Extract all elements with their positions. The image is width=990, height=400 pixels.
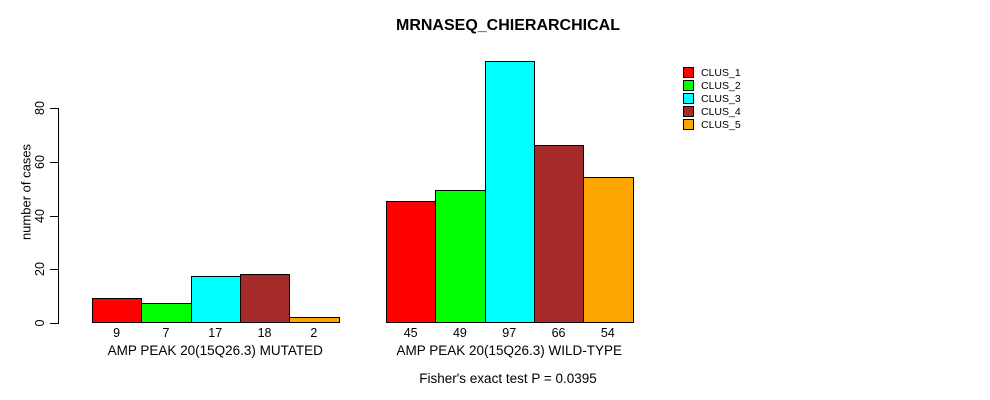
x-category-label: AMP PEAK 20(15Q26.3) WILD-TYPE xyxy=(396,343,623,358)
x-category-label: AMP PEAK 20(15Q26.3) MUTATED xyxy=(107,343,323,358)
legend-label: CLUS_3 xyxy=(701,92,741,105)
bar-clus_5-group2 xyxy=(583,177,634,323)
legend-swatch-icon xyxy=(683,93,694,104)
bar-value-label: 49 xyxy=(452,326,467,340)
bar-clus_4-group1 xyxy=(240,274,290,323)
legend: CLUS_1 CLUS_2 CLUS_3 CLUS_4 CLUS_5 xyxy=(683,66,741,131)
bar-value-label: 54 xyxy=(600,326,615,340)
bar-clus_2-group1 xyxy=(141,303,192,323)
y-axis-tick-label: 80 xyxy=(33,101,47,115)
y-axis-tick-label: 40 xyxy=(33,209,47,223)
y-axis-tick xyxy=(50,323,58,324)
bar-clus_2-group2 xyxy=(435,190,486,323)
bar-value-label: 17 xyxy=(208,326,223,340)
y-axis-tick xyxy=(50,216,58,217)
bar-value-label: 7 xyxy=(162,326,170,340)
legend-swatch-icon xyxy=(683,106,694,117)
legend-item-clus_4: CLUS_4 xyxy=(683,105,741,118)
y-axis-tick-label: 20 xyxy=(33,262,47,276)
legend-swatch-icon xyxy=(683,119,694,130)
chart-title: MRNASEQ_CHIERARCHICAL xyxy=(395,17,620,34)
y-axis-tick xyxy=(50,269,58,270)
y-axis-tick-label: 60 xyxy=(33,155,47,169)
bar-value-label: 97 xyxy=(502,326,517,340)
y-axis-tick xyxy=(50,108,58,109)
bar-clus_4-group2 xyxy=(534,145,584,323)
bar-value-label: 18 xyxy=(257,326,272,340)
bar-clus_3-group1 xyxy=(191,276,241,323)
bar-clus_5-group1 xyxy=(289,317,340,323)
legend-item-clus_3: CLUS_3 xyxy=(683,92,741,105)
bar-value-label: 9 xyxy=(113,326,121,340)
legend-item-clus_1: CLUS_1 xyxy=(683,66,741,79)
legend-swatch-icon xyxy=(683,80,694,91)
legend-label: CLUS_4 xyxy=(701,105,741,118)
legend-item-clus_2: CLUS_2 xyxy=(683,79,741,92)
annotation-text: Fisher's exact test P = 0.0395 xyxy=(419,371,597,386)
y-axis-line xyxy=(58,108,59,324)
bar-value-label: 66 xyxy=(551,326,566,340)
bar-clus_3-group2 xyxy=(485,61,535,323)
bar-clus_1-group2 xyxy=(386,201,436,323)
bar-value-label: 45 xyxy=(403,326,418,340)
legend-label: CLUS_5 xyxy=(701,118,741,131)
y-axis-tick xyxy=(50,162,58,163)
bar-value-label: 2 xyxy=(310,326,318,340)
legend-label: CLUS_2 xyxy=(701,79,741,92)
legend-label: CLUS_1 xyxy=(701,66,741,79)
y-axis-tick-label: 0 xyxy=(33,319,47,327)
legend-item-clus_5: CLUS_5 xyxy=(683,118,741,131)
bar-clus_1-group1 xyxy=(92,298,142,323)
legend-swatch-icon xyxy=(683,67,694,78)
